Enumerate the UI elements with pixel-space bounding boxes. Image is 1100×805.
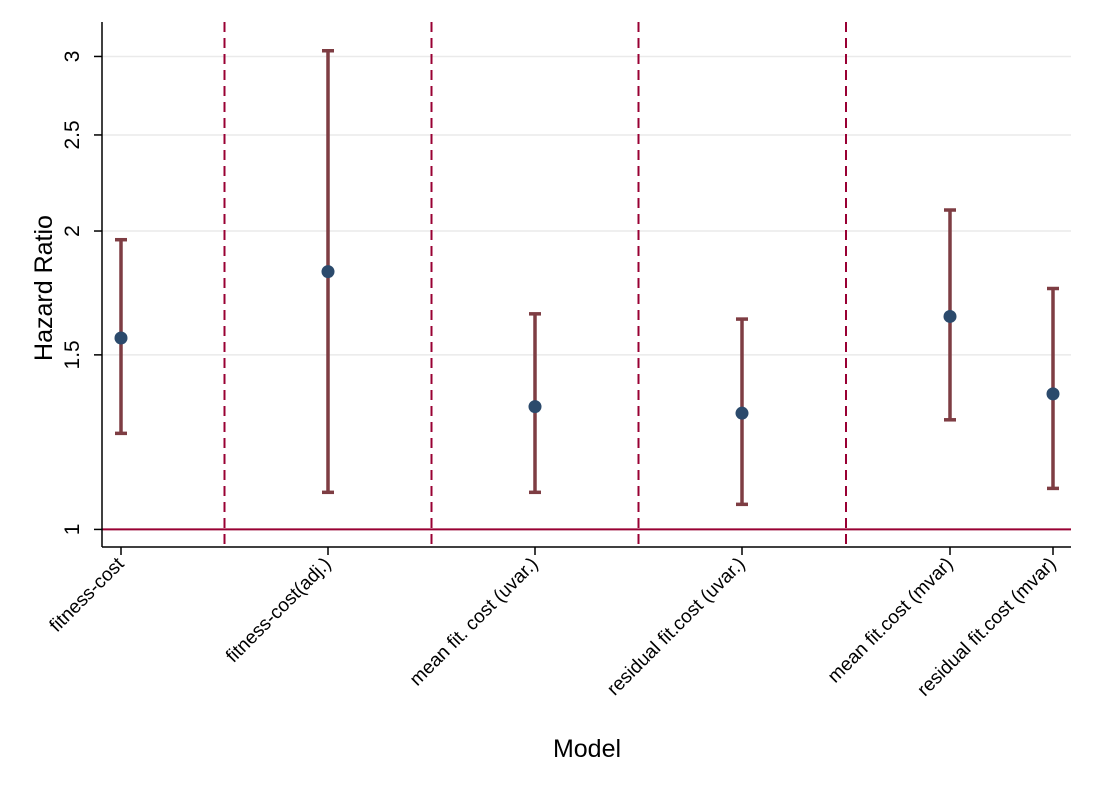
axes <box>94 22 1071 555</box>
point-estimate-marker <box>735 406 749 420</box>
y-tick-label: 2 <box>61 225 84 237</box>
y-tick-label: 1 <box>61 524 84 536</box>
x-tick-label: residual fit.cost (uvar.) <box>603 554 749 700</box>
point-estimate-marker <box>321 265 335 279</box>
x-tick-label: fitness-cost <box>46 553 129 636</box>
y-axis-title: Hazard Ratio <box>30 215 58 361</box>
point-estimate-marker <box>528 400 542 414</box>
y-tick-label: 2.5 <box>61 120 84 149</box>
group-separators <box>223 22 847 547</box>
point-estimates <box>114 265 1060 420</box>
x-tick-label: mean fit. cost (uvar.) <box>406 554 543 691</box>
y-tick-label: 1.5 <box>61 340 84 369</box>
x-tick-label: fitness-cost(adj.) <box>222 554 335 667</box>
y-tick-label: 3 <box>61 51 84 63</box>
confidence-intervals <box>115 49 1059 507</box>
x-axis-title: Model <box>553 735 621 763</box>
point-estimate-marker <box>1046 387 1060 401</box>
point-estimate-marker <box>114 331 128 345</box>
axis-labels: 1 1.5 2 2.5 3 fitness-cost fitness-cost(adj.) m… <box>46 51 1061 701</box>
gridlines <box>102 55 1071 356</box>
point-estimate-marker <box>943 309 957 323</box>
